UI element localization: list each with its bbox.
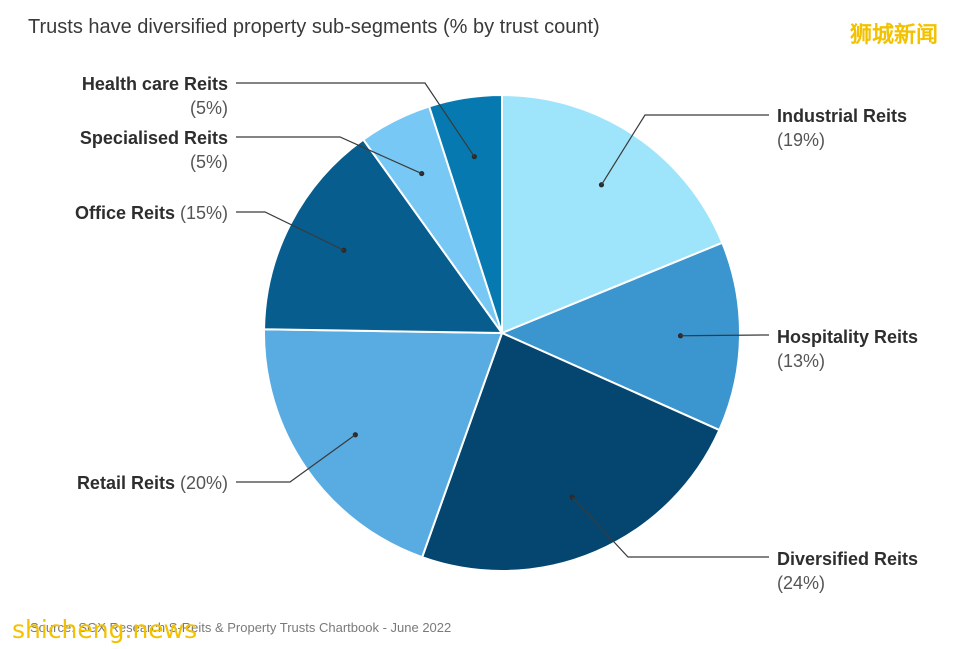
slice-label-value: (19%) <box>777 130 825 150</box>
slice-label-name: Industrial Reits <box>777 106 907 126</box>
slice-label-industrial-reits: Industrial Reits (19%) <box>777 106 907 150</box>
slice-label-name: Diversified Reits <box>777 549 918 569</box>
slice-label-value: (15%) <box>175 203 228 223</box>
leader-lines <box>236 82 769 558</box>
pie-slice-office-reits <box>263 138 504 335</box>
leader-line-health-care-reits <box>236 82 475 157</box>
pie-slice-diversified-reits <box>420 331 721 572</box>
pie-slice-retail-reits <box>263 328 504 559</box>
slice-labels: Industrial Reits (19%) Hospitality Reits (1… <box>75 74 918 593</box>
slice-label-name: Specialised Reits <box>80 128 228 148</box>
slice-label-diversified-reits: Diversified Reits (24%) <box>777 549 918 593</box>
slice-label-office-reits: Office Reits (15%) <box>75 203 228 223</box>
slice-label-name: Retail Reits <box>77 473 175 493</box>
slice-label-name: Office Reits <box>75 203 175 223</box>
pie-slices <box>263 93 741 572</box>
slice-label-name: Health care Reits <box>82 74 228 94</box>
leader-line-hospitality-reits <box>680 334 769 337</box>
slice-label-value: (13%) <box>777 351 825 371</box>
slice-label-hospitality-reits: Hospitality Reits (13%) <box>777 327 918 371</box>
leader-line-diversified-reits <box>571 496 769 558</box>
slice-label-value: (5%) <box>190 152 228 172</box>
leader-line-industrial-reits <box>600 114 769 186</box>
chart-source: Source: SGX Research S-Reits & Property … <box>30 620 451 635</box>
slice-label-value: (24%) <box>777 573 825 593</box>
leader-line-retail-reits <box>236 434 356 483</box>
chart-title: Trusts have diversified property sub-seg… <box>28 16 600 38</box>
slice-label-value: (5%) <box>190 98 228 118</box>
slice-label-name: Hospitality Reits <box>777 327 918 347</box>
leader-line-specialised-reits <box>236 136 422 175</box>
leader-line-office-reits <box>236 211 345 251</box>
slice-label-retail-reits: Retail Reits (20%) <box>77 473 228 493</box>
slice-label-specialised-reits: Specialised Reits (5%) <box>80 128 228 172</box>
slice-label-value: (20%) <box>175 473 228 493</box>
pie-slice-health-care-reits <box>427 93 503 334</box>
watermark-chinese: 狮城新闻 <box>850 22 938 48</box>
pie-slice-industrial-reits <box>501 93 724 335</box>
watermark-site: shicheng.news <box>12 615 197 644</box>
slice-label-health-care-reits: Health care Reits (5%) <box>82 74 228 118</box>
pie-slice-hospitality-reits <box>499 241 741 432</box>
